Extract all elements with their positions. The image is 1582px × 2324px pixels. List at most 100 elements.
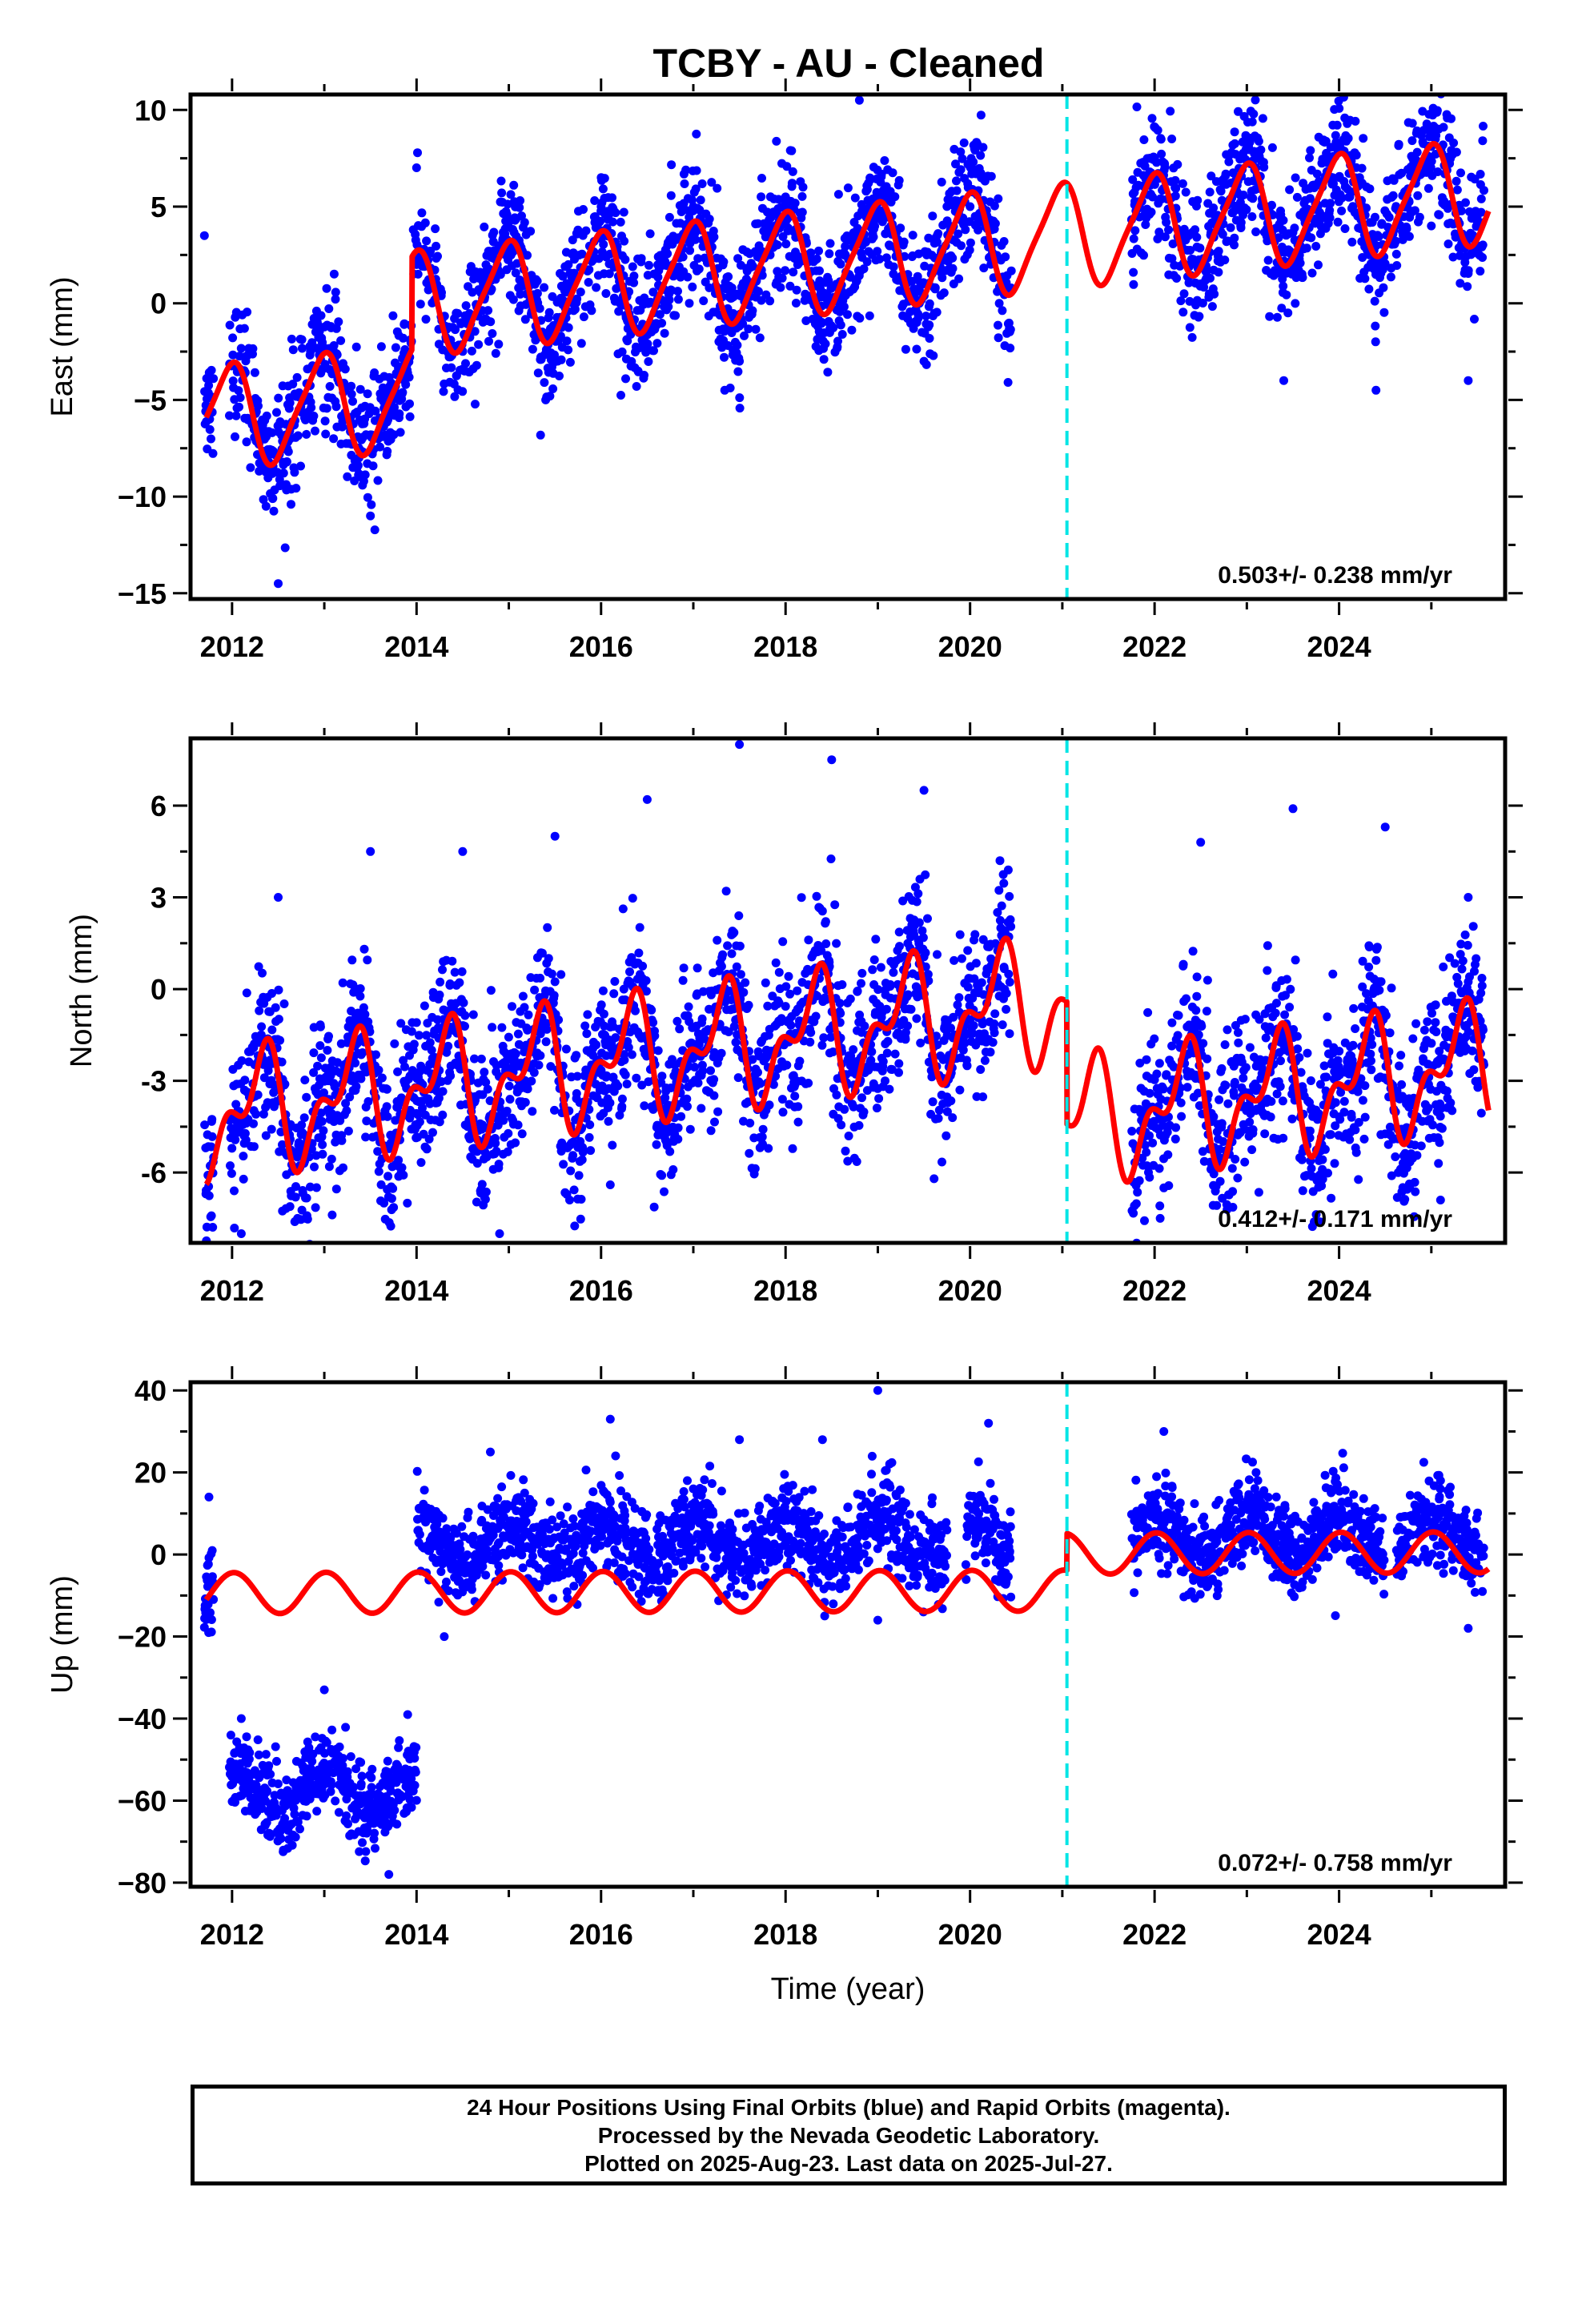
data-point <box>673 1123 683 1132</box>
data-point <box>921 870 930 879</box>
data-point <box>916 1038 926 1047</box>
data-point <box>1223 1099 1233 1108</box>
data-point <box>1152 1069 1162 1079</box>
data-point <box>318 1140 327 1149</box>
data-point <box>1423 183 1433 193</box>
data-point <box>925 299 934 308</box>
data-point <box>318 1149 327 1159</box>
data-point <box>1178 308 1188 317</box>
data-point <box>1234 1027 1243 1037</box>
data-point <box>961 225 970 235</box>
data-point <box>1140 1216 1149 1225</box>
data-point <box>523 1084 532 1094</box>
data-point <box>771 958 781 967</box>
data-point <box>225 411 234 420</box>
data-point <box>433 251 442 261</box>
data-point <box>431 224 440 234</box>
data-point <box>1167 135 1177 143</box>
data-point <box>1256 145 1266 155</box>
data-point <box>569 1185 579 1195</box>
data-point <box>797 207 807 217</box>
data-point <box>1142 1055 1151 1064</box>
data-point <box>1436 54 1445 62</box>
data-point <box>709 232 719 242</box>
data-point <box>745 1118 755 1128</box>
data-point <box>611 208 620 218</box>
data-point <box>990 1009 1000 1019</box>
data-point <box>494 1160 504 1169</box>
data-point <box>1002 988 1011 998</box>
data-point <box>705 215 714 223</box>
data-point <box>399 333 408 343</box>
data-point <box>683 272 693 282</box>
data-point <box>645 229 655 239</box>
data-point <box>1431 62 1440 70</box>
data-point <box>814 246 823 255</box>
data-point <box>804 935 813 945</box>
data-point <box>417 208 427 218</box>
data-point <box>1173 1031 1182 1040</box>
data-point <box>425 1038 435 1047</box>
data-point <box>616 391 625 400</box>
data-point <box>1480 186 1488 195</box>
data-point <box>978 1092 988 1102</box>
data-point <box>302 1092 311 1102</box>
data-point <box>584 265 594 275</box>
data-point <box>290 468 299 477</box>
data-point <box>547 969 556 979</box>
x-tick-label: 2016 <box>569 630 633 663</box>
data-point <box>609 989 619 999</box>
data-point <box>1337 206 1347 215</box>
data-point <box>709 1075 719 1084</box>
data-point <box>1202 1007 1211 1016</box>
data-point <box>678 252 688 262</box>
data-point <box>836 1008 845 1018</box>
data-point <box>556 970 566 979</box>
data-point <box>446 1071 456 1080</box>
data-point <box>620 255 630 264</box>
data-point <box>235 393 245 402</box>
data-point <box>1392 261 1402 270</box>
data-point <box>1407 136 1417 146</box>
data-point <box>565 357 575 367</box>
data-point <box>432 241 441 251</box>
data-point <box>1258 114 1267 123</box>
data-point <box>1478 136 1488 146</box>
data-point <box>1005 1029 1014 1039</box>
data-point <box>881 1004 891 1014</box>
data-point <box>950 955 959 965</box>
data-point <box>1452 176 1461 186</box>
data-point <box>1267 143 1277 152</box>
data-point <box>600 174 609 183</box>
data-point <box>1449 139 1459 147</box>
data-point <box>953 1000 962 1010</box>
data-point <box>1134 1176 1144 1185</box>
data-point <box>227 1168 236 1178</box>
data-point <box>1279 281 1288 291</box>
data-point <box>757 271 767 280</box>
data-point <box>279 999 289 1008</box>
data-point <box>1132 103 1142 111</box>
data-point <box>226 1161 235 1171</box>
data-point <box>699 296 709 306</box>
data-point <box>309 1048 319 1058</box>
data-point <box>389 1203 399 1212</box>
data-point <box>359 944 369 954</box>
data-point <box>285 398 295 408</box>
data-point <box>957 954 966 963</box>
data-point <box>788 167 797 176</box>
data-point <box>1479 122 1488 131</box>
data-point <box>494 340 504 349</box>
data-point <box>391 343 400 352</box>
data-point <box>601 289 611 298</box>
data-point <box>1005 891 1014 901</box>
data-point <box>1242 205 1251 215</box>
data-point <box>733 254 743 263</box>
data-point <box>680 179 689 188</box>
data-point <box>488 329 497 338</box>
data-point <box>489 227 499 237</box>
data-point <box>657 1171 667 1180</box>
data-point <box>835 999 845 1008</box>
data-point <box>1157 149 1166 159</box>
data-point <box>570 304 580 314</box>
